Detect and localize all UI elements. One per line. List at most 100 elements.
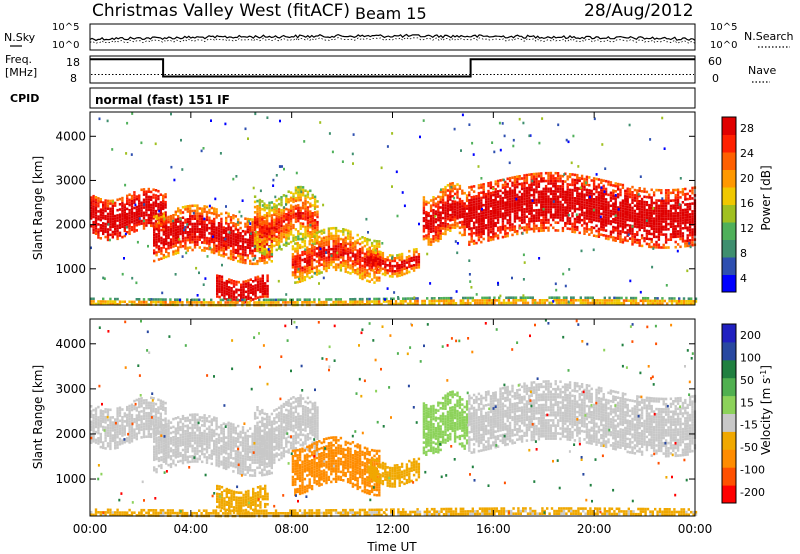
echo-cell [327, 243, 331, 246]
echo-cell [393, 264, 397, 268]
echo-cell [513, 225, 517, 228]
echo-cell [217, 245, 221, 248]
echo-cell [261, 246, 264, 250]
echo-cell [203, 249, 206, 252]
echo-cell [239, 232, 242, 235]
echo-cell [408, 260, 411, 263]
echo-cell [229, 257, 233, 261]
echo-cell [378, 279, 381, 282]
echo-cell [301, 240, 304, 244]
echo-cell [147, 203, 150, 206]
echo-cell [662, 246, 665, 249]
echo-cell [306, 208, 310, 212]
echo-cell [126, 231, 129, 234]
echo-cell [337, 234, 340, 238]
echo-cell [604, 192, 608, 196]
echo-cell [282, 214, 286, 218]
echo-cell [310, 259, 314, 263]
echo-cell [571, 222, 574, 226]
echo-cell [684, 213, 687, 217]
echo-cell [228, 296, 231, 300]
echo-cell [685, 302, 688, 306]
echo-cell [304, 210, 307, 213]
echo-cell [322, 246, 326, 250]
echo-cell [249, 236, 252, 239]
echo-cell [268, 209, 271, 212]
echo-cell [520, 182, 524, 185]
echo-cell [337, 242, 340, 246]
echo-cell [239, 258, 242, 261]
echo-cell [400, 260, 404, 264]
echo-cell [215, 239, 218, 242]
echo-cell [310, 262, 314, 265]
echo-cell [604, 187, 608, 191]
echo-cell [140, 211, 143, 215]
echo-cell [198, 233, 201, 236]
echo-cell [287, 221, 290, 225]
echo-cell [287, 208, 290, 212]
echo-cell [184, 221, 187, 224]
echo-cell [126, 215, 129, 218]
echo-cell [472, 216, 476, 219]
echo-cell [196, 225, 199, 228]
echo-cell [566, 203, 569, 207]
echo-cell [241, 235, 245, 238]
echo-cell [430, 302, 434, 305]
echo-cell [660, 189, 663, 192]
echo-cell [311, 193, 314, 197]
echo-cell [405, 266, 409, 270]
echo-cell [376, 265, 380, 269]
echo-cell [494, 195, 497, 199]
echo-cell [259, 290, 262, 294]
echo-cell [280, 196, 283, 199]
echo-cell [213, 251, 216, 255]
echo-cell [678, 203, 681, 206]
echo-cell [94, 219, 98, 222]
echo-cell [153, 249, 156, 252]
echo-cell [157, 245, 161, 248]
echo-cell [638, 239, 641, 242]
echo-cell [544, 200, 548, 204]
echo-cell [253, 239, 257, 243]
echo-cell [123, 234, 126, 238]
echo-cell [664, 204, 668, 208]
echo-cell [482, 185, 485, 189]
echo-cell [292, 216, 295, 219]
echo-cell [429, 220, 433, 223]
echo-cell [296, 262, 299, 266]
echo-cell [410, 256, 413, 260]
echo-cell [253, 200, 257, 204]
echo-cell [489, 215, 493, 218]
echo-cell [322, 267, 326, 271]
echo-cell [652, 219, 656, 223]
echo-cell [246, 246, 249, 249]
echo-cell [422, 204, 426, 207]
echo-cell [349, 272, 352, 275]
echo-cell [549, 208, 553, 211]
echo-cell [600, 191, 603, 195]
echo-cell [691, 217, 694, 221]
echo-cell [294, 247, 297, 251]
echo-cell [684, 187, 687, 191]
echo-cell [208, 245, 211, 248]
echo-cell [174, 236, 177, 240]
echo-cell [130, 197, 134, 200]
echo-cell [94, 232, 98, 235]
echo-cell [162, 243, 165, 247]
echo-cell [469, 301, 472, 305]
echo-cell [691, 186, 694, 190]
echo-cell [261, 279, 264, 283]
echo-cell [403, 272, 406, 276]
echo-cell [160, 247, 163, 250]
echo-cell [662, 199, 665, 203]
echo-cell [660, 220, 663, 223]
echo-cell [253, 211, 257, 214]
echo-cell [327, 230, 331, 233]
echo-cell [672, 233, 675, 236]
echo-cell [384, 268, 387, 271]
echo-cell [626, 223, 629, 227]
echo-cell [400, 255, 404, 258]
echo-cell [261, 292, 264, 296]
echo-cell [296, 257, 299, 261]
echo-cell [480, 177, 483, 180]
